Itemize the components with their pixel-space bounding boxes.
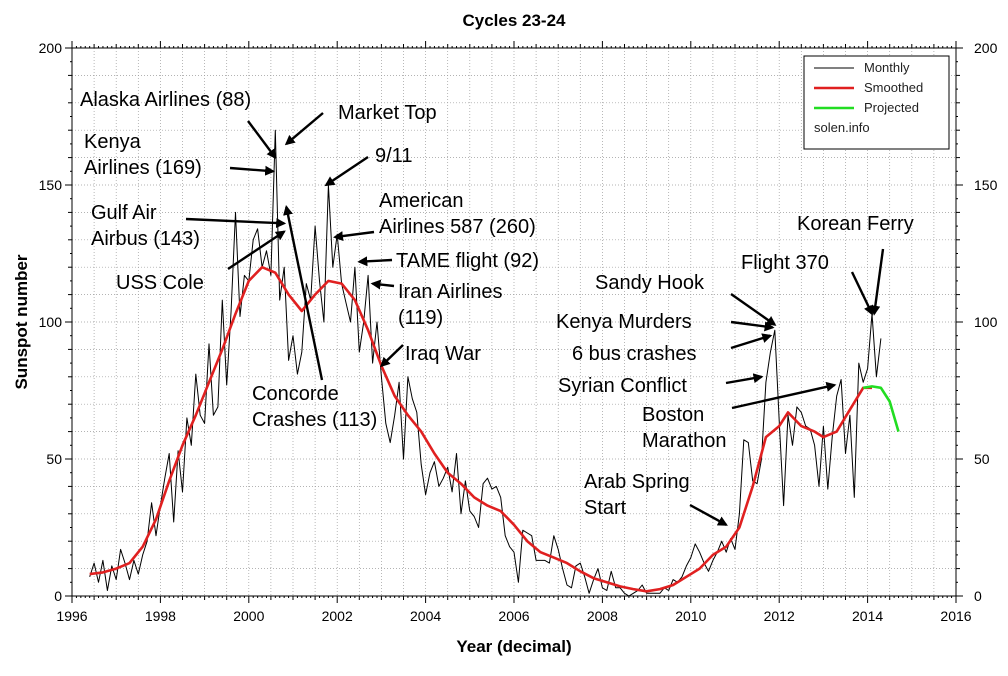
annotation-text: USS Cole bbox=[116, 272, 204, 294]
y-axis-label: Sunspot number bbox=[12, 254, 31, 389]
annotation-arrow bbox=[379, 344, 404, 368]
x-tick-label: 2000 bbox=[233, 608, 264, 624]
y-tick-label-right: 50 bbox=[974, 451, 990, 467]
annotation-arrow bbox=[731, 381, 837, 410]
y-tick-label: 150 bbox=[39, 177, 63, 193]
legend-box bbox=[803, 55, 950, 150]
annotation-text: Kenya Murders bbox=[556, 311, 692, 333]
annotation-arrow bbox=[283, 204, 324, 381]
annotation-text: Arab Spring Start bbox=[584, 471, 690, 519]
annotation-arrow bbox=[284, 112, 324, 146]
series-smoothed-line bbox=[89, 265, 872, 593]
annotation-arrow bbox=[730, 293, 777, 326]
annotation-text: Alaska Airlines (88) bbox=[80, 89, 251, 111]
legend-label: solen.info bbox=[814, 120, 870, 135]
chart-title: Cycles 23-24 bbox=[462, 11, 566, 30]
y-tick-label-right: 100 bbox=[974, 314, 998, 330]
annotation-arrow bbox=[185, 217, 287, 229]
annotation-text: 9/11 bbox=[375, 145, 412, 167]
legend-label: Monthly bbox=[864, 60, 910, 75]
x-tick-label: 2004 bbox=[410, 608, 441, 624]
x-tick-label: 2010 bbox=[675, 608, 706, 624]
annotation-arrow bbox=[324, 156, 369, 187]
annotation-text: Sandy Hook bbox=[595, 272, 705, 294]
annotation-arrow bbox=[357, 256, 393, 267]
annotation-arrow bbox=[730, 333, 773, 350]
annotation-text: TAME flight (92) bbox=[396, 250, 539, 272]
annotation-text: Kenya Airlines (169) bbox=[84, 131, 202, 179]
annotation-arrow bbox=[850, 271, 874, 316]
legend-label: Smoothed bbox=[864, 80, 923, 95]
annotation-arrow bbox=[725, 373, 764, 385]
series-monthly-line bbox=[89, 129, 882, 597]
annotation-arrow bbox=[247, 120, 277, 160]
annotation-arrow bbox=[227, 230, 286, 270]
annotation-arrow bbox=[370, 279, 395, 290]
x-tick-label: 2006 bbox=[498, 608, 529, 624]
annotation-arrow bbox=[730, 320, 775, 332]
annotation-arrow bbox=[870, 248, 885, 316]
annotation-arrow bbox=[333, 230, 375, 241]
y-tick-label-right: 150 bbox=[974, 177, 998, 193]
x-tick-label: 2016 bbox=[940, 608, 971, 624]
annotation-text: Iraq War bbox=[405, 343, 481, 365]
series-layer bbox=[89, 129, 900, 597]
annotation-text: Market Top bbox=[338, 102, 437, 124]
x-tick-label: 2012 bbox=[764, 608, 795, 624]
y-tick-label: 50 bbox=[46, 451, 62, 467]
annotation-text: Iran Airlines (119) bbox=[398, 281, 503, 329]
annotation-text: Concorde Crashes (113) bbox=[252, 383, 377, 431]
y-tick-label-right: 200 bbox=[974, 40, 998, 56]
x-tick-label: 2014 bbox=[852, 608, 883, 624]
annotation-text: American Airlines 587 (260) bbox=[379, 190, 536, 238]
annotation-text: Flight 370 bbox=[741, 252, 829, 274]
x-tick-label: 2008 bbox=[587, 608, 618, 624]
annotation-text: 6 bus crashes bbox=[572, 343, 697, 365]
series-projected-line bbox=[862, 385, 900, 432]
annotation-text: Gulf Air Airbus (143) bbox=[91, 202, 200, 250]
annotation-text: Korean Ferry bbox=[797, 213, 914, 235]
x-tick-label: 2002 bbox=[322, 608, 353, 624]
annotation-text: Boston Marathon bbox=[642, 404, 727, 452]
annotation-text: Syrian Conflict bbox=[558, 375, 687, 397]
x-tick-label: 1998 bbox=[145, 608, 176, 624]
y-tick-label: 100 bbox=[39, 314, 63, 330]
annotation-arrow bbox=[229, 165, 276, 176]
y-tick-label-right: 0 bbox=[974, 588, 982, 604]
x-axis-label: Year (decimal) bbox=[456, 637, 571, 656]
x-tick-label: 1996 bbox=[56, 608, 87, 624]
legend-label: Projected bbox=[864, 100, 919, 115]
annotation-arrow bbox=[689, 503, 728, 526]
annotations: Alaska Airlines (88) Market Top Kenya Airli… bbox=[80, 89, 914, 526]
y-tick-label: 200 bbox=[39, 40, 63, 56]
y-tick-label: 0 bbox=[54, 588, 62, 604]
axis-ticks: 1996 1998 2000 2002 2004 2006 2008 2010 2012 2014… bbox=[39, 40, 998, 624]
legend: Monthly Smoothed Projected solen.info bbox=[803, 55, 950, 150]
